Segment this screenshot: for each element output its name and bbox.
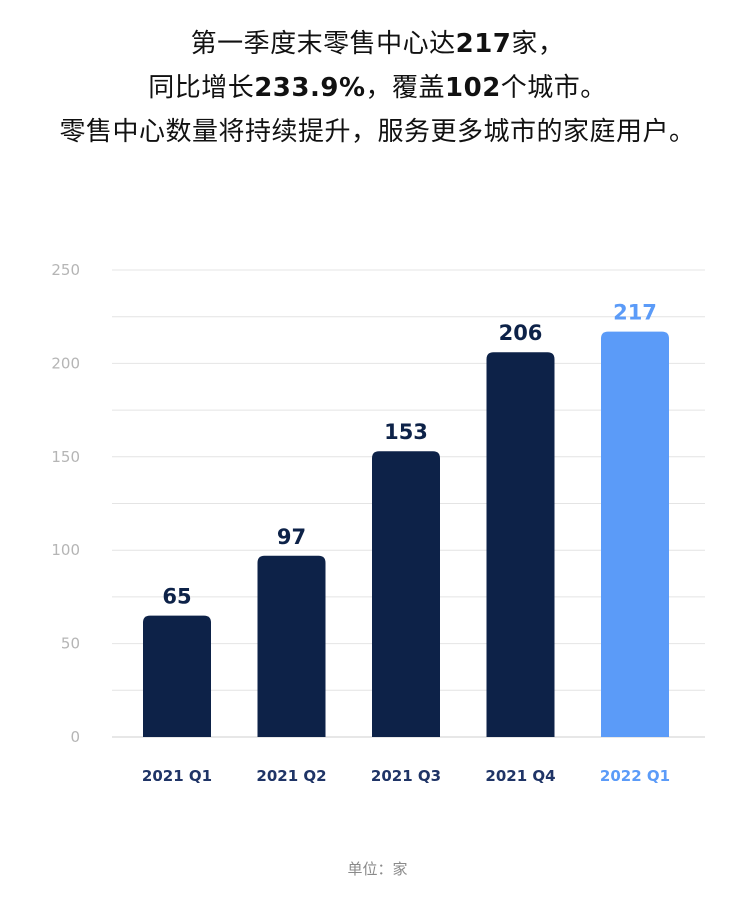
x-category-label: 2021 Q2 xyxy=(256,767,326,785)
bar xyxy=(143,615,211,737)
headline-number: 102 xyxy=(445,73,501,103)
y-tick-label: 0 xyxy=(70,728,80,746)
headline-text: 个城市。 xyxy=(500,73,607,103)
bar-value-label: 65 xyxy=(162,585,191,609)
bar xyxy=(486,352,555,737)
headline-text: 家， xyxy=(511,29,565,59)
x-category-label: 2021 Q3 xyxy=(371,767,441,785)
bar-value-label: 153 xyxy=(384,420,428,444)
headline: 第一季度末零售中心达217家， 同比增长233.9%，覆盖102个城市。 零售中… xyxy=(0,22,755,154)
bar xyxy=(601,331,669,737)
bar-value-label: 97 xyxy=(277,525,306,549)
headline-number: 233.9% xyxy=(254,73,366,103)
x-category-label: 2021 Q4 xyxy=(485,767,555,785)
headline-text: 第一季度末零售中心达 xyxy=(190,29,456,59)
headline-number: 217 xyxy=(455,29,512,59)
y-tick-label: 100 xyxy=(51,541,80,559)
bar xyxy=(372,451,440,737)
x-category-label: 2021 Q1 xyxy=(142,767,212,785)
bar xyxy=(257,555,326,737)
unit-note: 单位：家 xyxy=(347,860,408,878)
y-tick-label: 200 xyxy=(51,354,80,372)
headline-line-1: 第一季度末零售中心达217家， xyxy=(0,22,755,66)
bar-value-label: 206 xyxy=(499,321,543,345)
bar-value-label: 217 xyxy=(613,301,657,325)
y-tick-label: 150 xyxy=(51,448,80,466)
headline-text: ，覆盖 xyxy=(365,73,446,103)
y-tick-label: 50 xyxy=(61,635,80,653)
y-tick-label: 250 xyxy=(51,261,80,279)
headline-text: 同比增长 xyxy=(148,73,255,103)
x-category-label: 2022 Q1 xyxy=(600,767,670,785)
headline-line-3: 零售中心数量将持续提升，服务更多城市的家庭用户。 xyxy=(59,117,696,147)
headline-line-2: 同比增长233.9%，覆盖102个城市。 xyxy=(0,66,755,110)
